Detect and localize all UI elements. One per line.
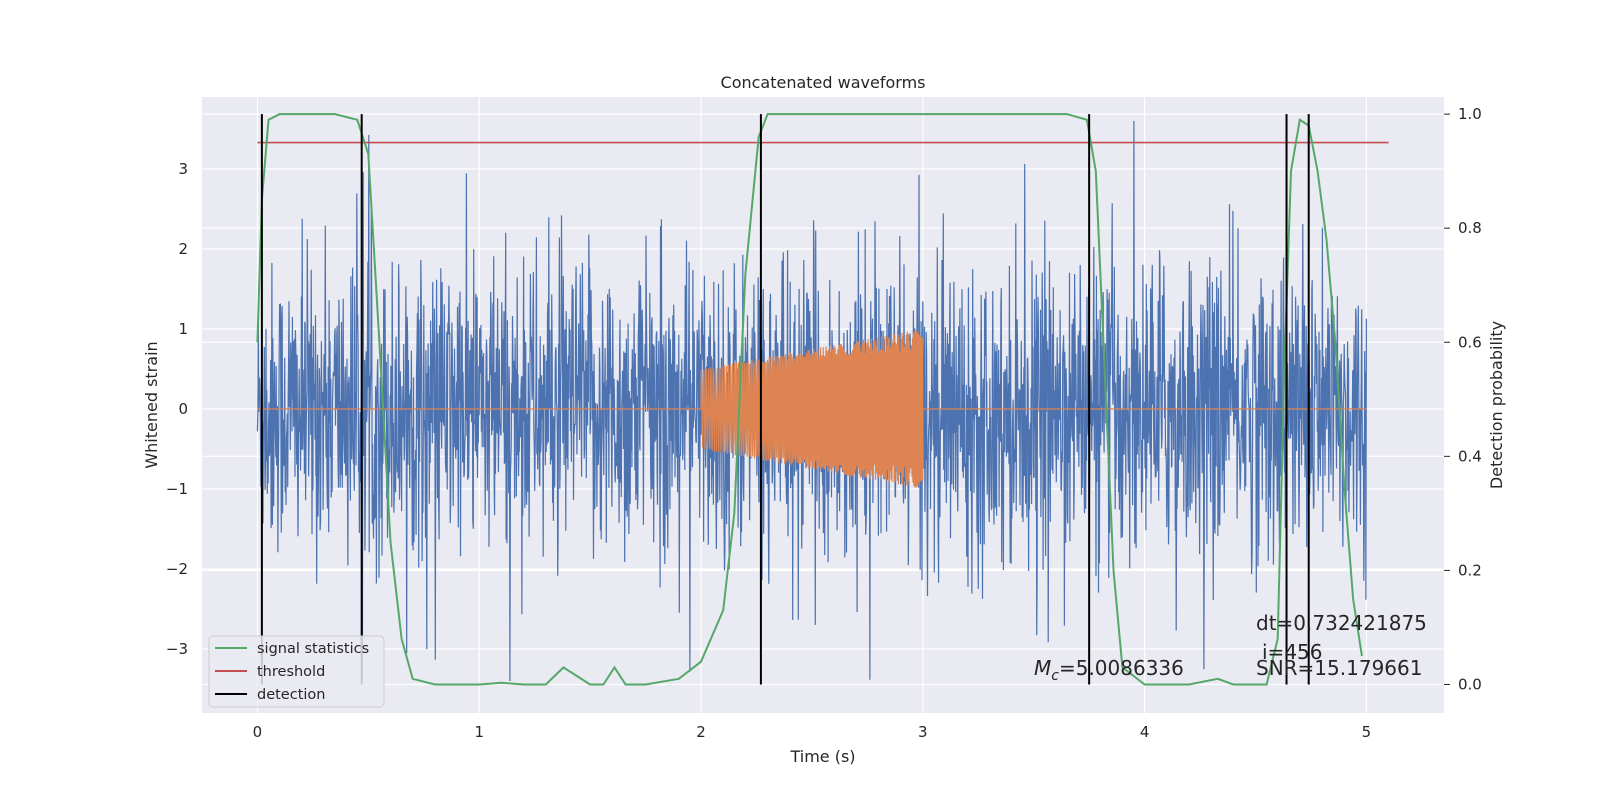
legend-box bbox=[208, 635, 385, 708]
y-tick-label: 3 bbox=[178, 160, 188, 178]
y2-tick-label: 0.6 bbox=[1458, 333, 1482, 351]
plot-area bbox=[256, 113, 1389, 686]
mc-value: =5.0086336 bbox=[1059, 656, 1184, 680]
chart-title: Concatenated waveforms bbox=[721, 73, 926, 92]
y-axis-label: Whitened strain bbox=[142, 341, 161, 468]
y-tick-label: −3 bbox=[166, 640, 188, 658]
y2-tick-label: 0.0 bbox=[1458, 675, 1482, 693]
annotations: Mc=5.0086336 dt=0.732421875 i=456 SNR=15… bbox=[1034, 611, 1427, 684]
x-tick-label: 0 bbox=[253, 723, 263, 741]
y2-axis-label: Detection probability bbox=[1487, 321, 1506, 489]
mc-annotation: Mc=5.0086336 bbox=[1034, 656, 1184, 684]
legend: signal statistics threshold detection bbox=[208, 635, 385, 708]
x-tick-label: 5 bbox=[1362, 723, 1372, 741]
dt-annotation: dt=0.732421875 bbox=[1256, 611, 1427, 635]
legend-label-detection: detection bbox=[257, 687, 325, 703]
legend-label-signal-statistics: signal statistics bbox=[257, 641, 369, 657]
y-tick-label: −2 bbox=[166, 560, 188, 578]
snr-annotation: SNR=15.179661 bbox=[1256, 656, 1422, 680]
y2-tick-label: 0.4 bbox=[1458, 447, 1482, 465]
x-axis-label: Time (s) bbox=[789, 747, 855, 766]
detection-lines bbox=[260, 114, 1310, 685]
ticks: 0 1 2 3 4 5 3 2 1 0 −1 −2 −3 1.0 0.8 0.6 0.4 0.2 0.0 bbox=[166, 105, 1482, 741]
x-tick-label: 4 bbox=[1140, 723, 1150, 741]
legend-label-threshold: threshold bbox=[257, 664, 325, 680]
x-tick-label: 1 bbox=[474, 723, 484, 741]
y2-tick-label: 0.2 bbox=[1458, 561, 1482, 579]
y-tick-label: 1 bbox=[178, 320, 188, 338]
x-tick-label: 2 bbox=[696, 723, 706, 741]
i-annotation: i=456 bbox=[1262, 640, 1323, 664]
y2-tick-label: 0.8 bbox=[1458, 219, 1482, 237]
y2-tick-label: 1.0 bbox=[1458, 105, 1482, 123]
y-tick-label: 0 bbox=[178, 400, 188, 418]
x-tick-label: 3 bbox=[918, 723, 928, 741]
signal-statistics-line bbox=[256, 113, 1363, 686]
y-tick-label: −1 bbox=[166, 480, 188, 498]
y-tick-label: 2 bbox=[178, 240, 188, 258]
